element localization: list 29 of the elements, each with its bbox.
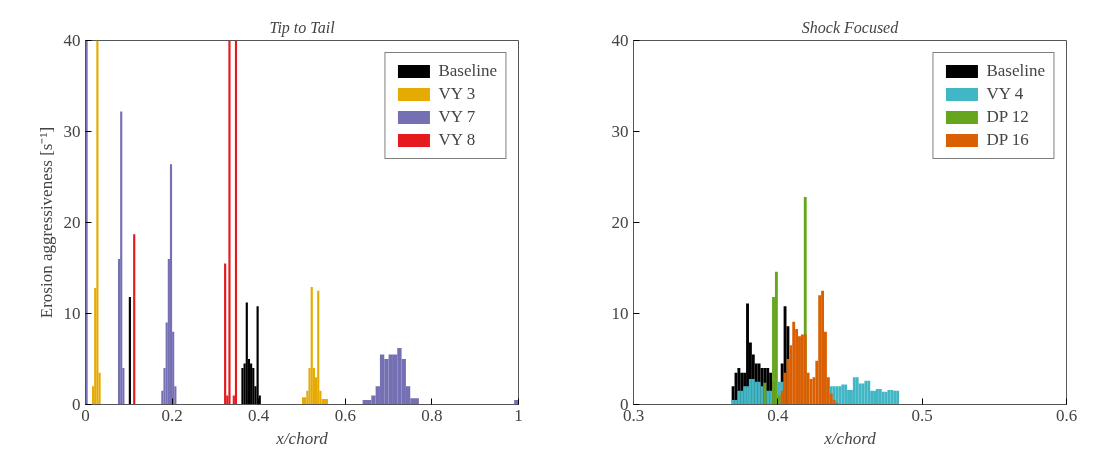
y-tick-label: 20 — [611, 213, 629, 232]
x-axis-title: x/chord — [823, 428, 877, 448]
x-axis-title: x/chord — [275, 428, 329, 448]
y-tick-label: 40 — [611, 31, 629, 50]
y-tick-label: 20 — [63, 213, 81, 232]
legend-label: VY 4 — [986, 84, 1024, 104]
legend-label: Baseline — [438, 61, 497, 81]
legend-label: DP 12 — [986, 107, 1029, 127]
chart-title: Tip to Tail — [269, 18, 336, 37]
y-tick-label: 10 — [63, 304, 81, 323]
x-tick-label: 0.4 — [767, 405, 789, 425]
chart-title: Shock Focused — [801, 18, 900, 36]
y-tick-label: 30 — [611, 122, 629, 141]
x-tick-label: 0.8 — [421, 405, 443, 425]
legend-label: VY 7 — [438, 107, 476, 127]
y-tick-label: 10 — [611, 304, 629, 323]
x-tick-label: 0.6 — [1055, 405, 1078, 425]
legend-label: VY 8 — [438, 130, 476, 150]
legend-label: Baseline — [986, 61, 1045, 81]
x-tick-label: 0.2 — [161, 405, 183, 425]
x-tick-label: 0.5 — [911, 405, 933, 425]
x-tick-label: 0.6 — [334, 405, 356, 425]
legend-label: DP 16 — [986, 130, 1029, 150]
legend-label: VY 3 — [438, 84, 476, 104]
x-tick-label: 1 — [514, 405, 523, 425]
x-tick-label: 0.4 — [248, 405, 270, 425]
y-tick-label: 40 — [63, 31, 81, 50]
y-tick-label: 30 — [63, 122, 81, 141]
y-axis-title: Erosion aggressiveness [s⁻¹] — [36, 126, 56, 319]
